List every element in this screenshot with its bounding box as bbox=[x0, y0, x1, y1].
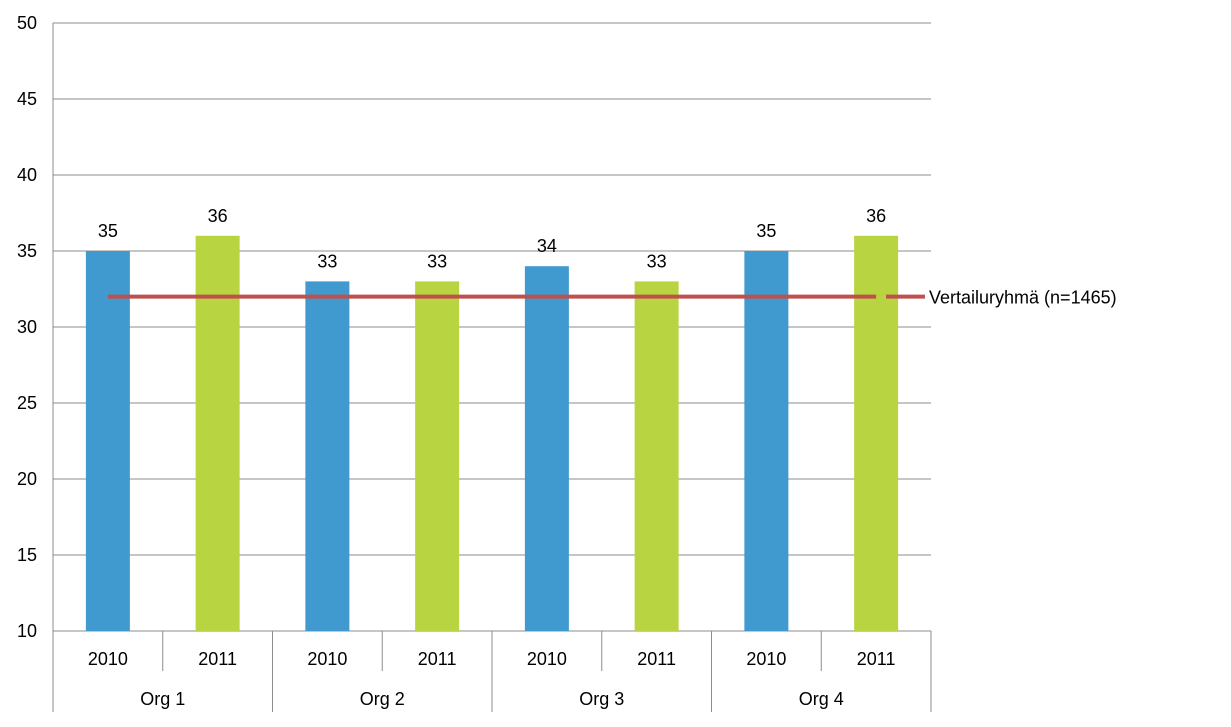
x-tick-label: 2011 bbox=[857, 649, 896, 669]
y-tick-label: 35 bbox=[17, 241, 37, 261]
bar-7 bbox=[744, 251, 789, 631]
bar-3 bbox=[305, 281, 350, 631]
group-label: Org 2 bbox=[360, 689, 405, 709]
group-label: Org 3 bbox=[579, 689, 624, 709]
legend-label: Vertailuryhmä (n=1465) bbox=[929, 288, 1117, 308]
y-tick-label: 45 bbox=[17, 89, 37, 109]
y-tick-label: 15 bbox=[17, 545, 37, 565]
x-tick-label: 2010 bbox=[88, 649, 128, 669]
bar-2 bbox=[195, 235, 240, 632]
data-label: 36 bbox=[208, 206, 228, 226]
y-tick-label: 20 bbox=[17, 469, 37, 489]
data-label: 34 bbox=[537, 236, 557, 256]
data-label: 33 bbox=[317, 251, 337, 271]
data-label: 35 bbox=[98, 221, 118, 241]
y-tick-label: 10 bbox=[17, 621, 37, 641]
y-tick-label: 50 bbox=[17, 13, 37, 33]
data-label: 33 bbox=[647, 251, 667, 271]
y-tick-label: 40 bbox=[17, 165, 37, 185]
data-label: 33 bbox=[427, 251, 447, 271]
x-tick-label: 2010 bbox=[746, 649, 786, 669]
bar-5 bbox=[524, 266, 569, 631]
x-tick-label: 2011 bbox=[198, 649, 237, 669]
group-label: Org 1 bbox=[140, 689, 185, 709]
data-label: 35 bbox=[756, 221, 776, 241]
bar-4 bbox=[415, 281, 460, 631]
bar-8 bbox=[854, 235, 899, 632]
y-tick-label: 25 bbox=[17, 393, 37, 413]
group-label: Org 4 bbox=[799, 689, 844, 709]
x-tick-label: 2010 bbox=[527, 649, 567, 669]
data-label: 36 bbox=[866, 206, 886, 226]
x-tick-label: 2011 bbox=[637, 649, 676, 669]
x-tick-label: 2010 bbox=[307, 649, 347, 669]
bar-1 bbox=[85, 251, 130, 631]
bar-6 bbox=[634, 281, 679, 631]
x-tick-label: 2011 bbox=[418, 649, 457, 669]
y-tick-label: 30 bbox=[17, 317, 37, 337]
